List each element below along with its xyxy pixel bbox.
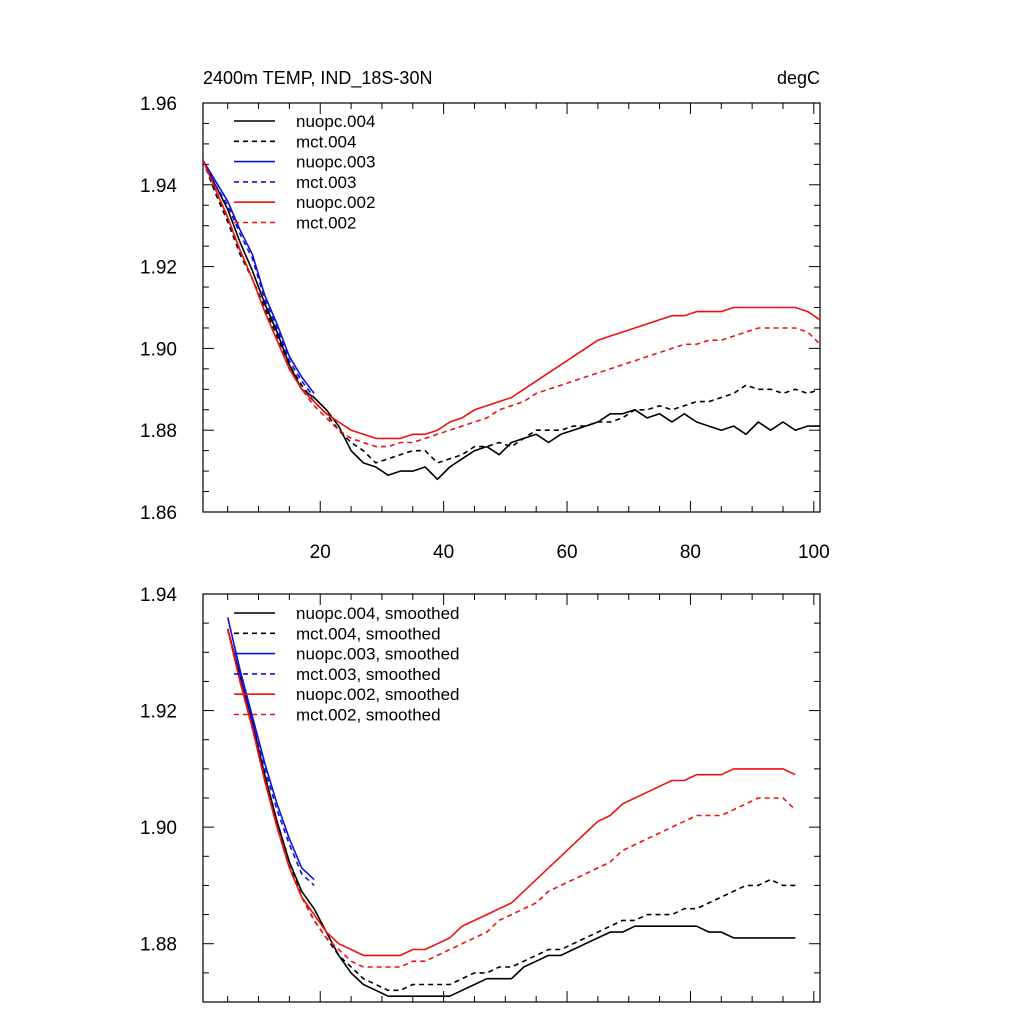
top-panel: 2400m TEMP, IND_18S-30N degC 20 40 60 80 100… bbox=[140, 68, 830, 563]
legend-label: nuopc.003 bbox=[296, 153, 375, 172]
top-chart-units: degC bbox=[777, 68, 820, 88]
legend-label: mct.003 bbox=[296, 173, 356, 192]
y-tick-label: 1.88 bbox=[140, 935, 177, 956]
y-tick-label: 1.94 bbox=[140, 585, 177, 606]
series-line-nuopc-004-smoothed bbox=[226, 628, 796, 998]
top-chart-title: 2400m TEMP, IND_18S-30N bbox=[203, 68, 432, 89]
x-tick-label: 60 bbox=[556, 542, 577, 563]
legend-label: nuopc.003, smoothed bbox=[296, 645, 460, 664]
series-group bbox=[226, 617, 796, 998]
legend-label: nuopc.004 bbox=[296, 112, 375, 131]
x-tick-label: 80 bbox=[680, 542, 701, 563]
series-line-nuopc-002 bbox=[203, 159, 820, 440]
top-plot-area: 20 40 60 80 100 1.86 1.88 1.90 1.92 1.94 1.96 bbox=[140, 94, 830, 563]
series-line-nuopc-003 bbox=[203, 159, 315, 394]
x-tick-label: 40 bbox=[433, 542, 454, 563]
series-line-nuopc-004 bbox=[203, 159, 820, 481]
y-tick-label: 1.86 bbox=[140, 503, 177, 524]
y-tick-label: 1.92 bbox=[140, 258, 177, 279]
legend-label: nuopc.002, smoothed bbox=[296, 685, 460, 704]
series-group bbox=[203, 159, 820, 481]
legend-label: mct.002, smoothed bbox=[296, 706, 441, 725]
series-line-nuopc-003-smoothed bbox=[226, 617, 315, 881]
y-tick-label: 1.90 bbox=[140, 339, 177, 360]
series-line-mct-004 bbox=[203, 160, 820, 464]
legend-label: mct.004 bbox=[296, 132, 356, 151]
series-line-mct-003 bbox=[203, 159, 315, 398]
series-line-nuopc-002-smoothed bbox=[226, 628, 796, 957]
legend-label: mct.004, smoothed bbox=[296, 624, 441, 643]
y-tick-label: 1.90 bbox=[140, 818, 177, 839]
legend-label: nuopc.004, smoothed bbox=[296, 604, 460, 623]
series-line-mct-003-smoothed bbox=[226, 628, 315, 886]
bottom-plot-area: 1.88 1.90 1.92 1.94 bbox=[140, 585, 821, 1003]
legend-label: nuopc.002 bbox=[296, 193, 375, 212]
x-tick-label: 20 bbox=[310, 542, 331, 563]
series-line-mct-002 bbox=[203, 159, 820, 448]
bottom-panel: 1.881.901.921.94 nuopc.004, smoothedmct.… bbox=[140, 585, 821, 1003]
x-tick-label: 100 bbox=[798, 542, 830, 563]
y-tick-label: 1.94 bbox=[140, 176, 177, 197]
legend-label: mct.003, smoothed bbox=[296, 665, 441, 684]
y-tick-label: 1.88 bbox=[140, 421, 177, 442]
series-line-mct-002-smoothed bbox=[226, 628, 796, 968]
legend-label: mct.002 bbox=[296, 214, 356, 233]
y-tick-label: 1.96 bbox=[140, 94, 177, 115]
y-tick-label: 1.92 bbox=[140, 702, 177, 723]
